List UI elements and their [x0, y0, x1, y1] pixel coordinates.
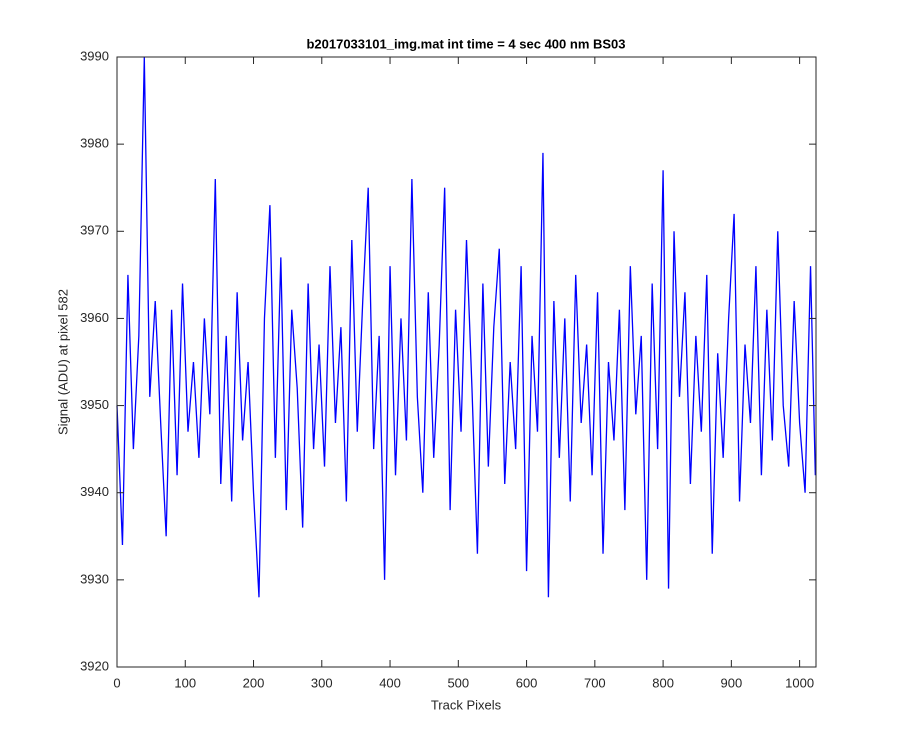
- chart-title: b2017033101_img.mat int time = 4 sec 400…: [306, 36, 625, 51]
- y-tick-label: 3990: [80, 48, 109, 63]
- y-tick-label: 3920: [80, 658, 109, 673]
- x-tick-label: 400: [379, 675, 401, 690]
- y-tick-label: 3980: [80, 136, 109, 151]
- axes-box: [116, 56, 817, 668]
- y-tick-label: 3960: [80, 310, 109, 325]
- x-tick-label: 0: [113, 675, 120, 690]
- y-tick-label: 3930: [80, 571, 109, 586]
- y-tick-label: 3940: [80, 484, 109, 499]
- x-axis-label: Track Pixels: [431, 697, 502, 712]
- x-tick-label: 500: [447, 675, 469, 690]
- x-tick-label: 900: [721, 675, 743, 690]
- y-axis-label: Signal (ADU) at pixel 582: [55, 289, 70, 435]
- y-tick-label: 3950: [80, 397, 109, 412]
- x-tick-label: 100: [174, 675, 196, 690]
- data-line: [116, 56, 816, 598]
- x-tick-label: 200: [243, 675, 265, 690]
- x-tick-label: 300: [311, 675, 333, 690]
- y-tick-label: 3970: [80, 223, 109, 238]
- x-tick-label: 1000: [785, 675, 814, 690]
- x-tick-label: 800: [652, 675, 674, 690]
- x-tick-label: 700: [584, 675, 606, 690]
- x-tick-label: 600: [516, 675, 538, 690]
